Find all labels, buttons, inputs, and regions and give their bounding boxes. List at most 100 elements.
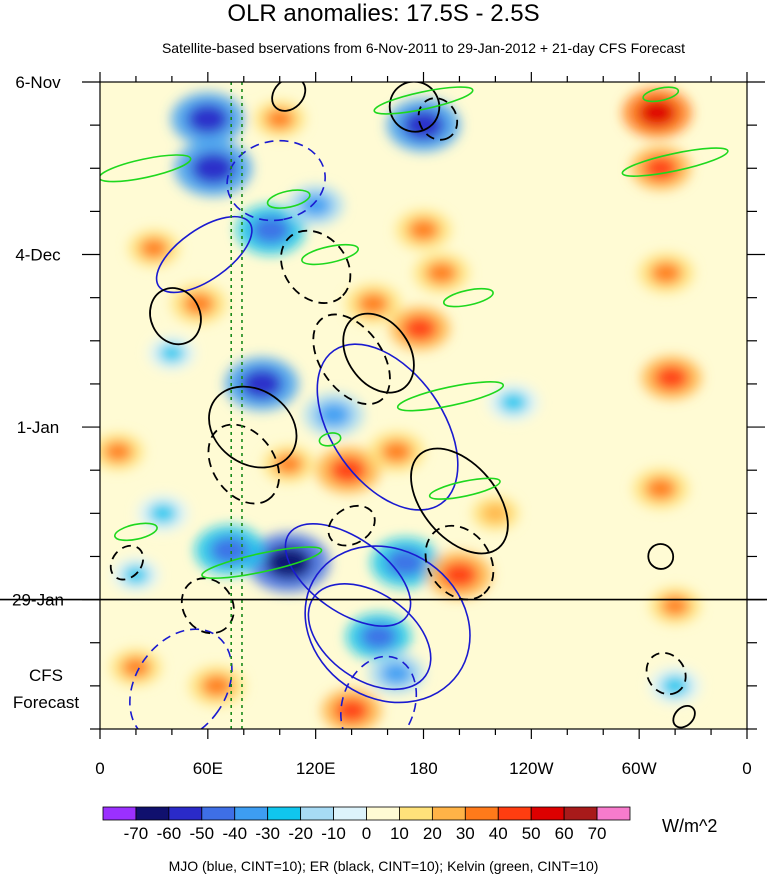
reference-lines [230,82,243,729]
colorbar-label: -50 [190,824,215,843]
colorbar-label: -60 [157,824,182,843]
anomaly-blob-core [650,261,682,285]
contour-legend: MJO (blue, CINT=10); ER (black, CINT=10)… [168,858,599,874]
anomaly-blob-core [637,99,677,127]
anomaly-blob-core [316,402,351,427]
colorbar-swatch [234,806,269,821]
colorbar: -70 -60 -50 -40 -30 -20 -10 0 10 20 30 40 50 60 70 [102,806,631,843]
kelvin-contour [266,189,311,209]
colorbar-swatch [563,806,598,821]
anomaly-blob-core [380,440,413,463]
er-contour [208,385,298,469]
anomaly-blob-core [499,392,528,413]
anomaly-blob-core [210,536,249,565]
anomaly-blob-core [441,562,478,588]
anomaly-blob-core [357,292,389,315]
anomaly-blob-core [274,453,304,475]
er-contour-negative [327,504,376,547]
er-contour-negative [280,229,352,304]
er-contour [672,704,696,729]
kelvin-contour [201,546,323,580]
colorbar-swatch [596,806,631,821]
colorbar-label: 50 [522,824,541,843]
anomaly-blob-core [407,218,440,242]
anomaly-blob-core [148,503,178,524]
anomaly-blob-core [265,108,295,130]
kelvin-contour [621,147,729,177]
anomaly-blob-core [380,662,413,685]
anomaly-blob-core [251,216,290,244]
kelvin-contour [113,522,158,542]
er-contour [647,543,675,570]
plot-area [0,81,767,730]
anomaly-blob-core [386,548,425,577]
colorbar-swatch [201,806,236,821]
colorbar-swatch [168,806,203,821]
mjo-contour [316,343,459,511]
er-contour-negative [645,652,687,696]
anomaly-blob-core [482,503,509,523]
y-tick-label: 6-Nov [15,73,61,92]
colorbar-swatch [267,806,302,821]
er-contour-negative [207,423,281,505]
anomaly-blob-core [660,595,690,617]
colorbar-label: -40 [222,824,247,843]
x-tick-label: 60W [622,759,657,778]
er-contour-negative [180,577,235,635]
colorbar-label: 60 [555,824,574,843]
anomaly-blob-core [660,675,690,697]
x-tick-label: 120W [509,759,553,778]
anomaly-blob-core [329,457,367,484]
anomaly-blob-core [334,698,369,723]
anomaly-blob-core [191,152,235,184]
x-tick-label: 180 [409,759,437,778]
colorbar-label: 10 [390,824,409,843]
colorbar-label: -10 [321,824,346,843]
er-contour [342,312,415,394]
anomaly-blob-core [300,194,332,217]
anomaly-blob-core [425,261,458,285]
anomaly-blob-core [645,477,677,500]
anomaly-field [100,88,702,729]
chart-title: OLR anomalies: 17.5S - 2.5S [227,0,540,27]
y-axis: 6-Nov 4-Dec 1-Jan 29-Jan [12,73,765,730]
forecast-label-line2: Forecast [13,693,79,712]
y-tick-label: 1-Jan [17,418,60,437]
er-contour-negative [312,313,391,406]
anomaly-blob-core [187,104,229,134]
colorbar-label: 40 [489,824,508,843]
kelvin-contour [100,154,192,183]
colorbar-swatch [464,806,499,821]
y-tick-label: 29-Jan [12,591,64,610]
anomaly-blob-core [403,316,437,341]
wave-contours [100,82,729,729]
kelvin-contour [301,243,360,266]
mjo-contour [284,522,412,627]
colorbar-label: 0 [362,824,371,843]
kelvin-contour [642,86,680,103]
anomaly-blob-core [654,365,689,390]
colorbar-label: 70 [588,824,607,843]
mjo-contour-negative [129,628,233,729]
er-contour-negative [417,97,459,141]
er-contour-negative [109,544,145,581]
colorbar-swatch [300,806,334,821]
y-tick-label: 4-Dec [15,246,61,265]
kelvin-contour [373,86,474,115]
x-tick-label: 0 [742,759,751,778]
x-axis: 0 60E 120E 180 120W 60W 0 [95,72,752,778]
er-contour [410,447,509,555]
anomaly-blob-core [360,623,397,650]
x-tick-label: 0 [95,759,104,778]
er-contour [149,287,202,346]
er-contour [271,82,307,112]
kelvin-contour [442,287,494,308]
colorbar-label: -30 [255,824,280,843]
colorbar-swatch [135,806,170,821]
colorbar-label: 20 [423,824,442,843]
colorbar-label: -70 [124,824,149,843]
er-contour [388,82,441,133]
forecast-label-line1: CFS [29,666,63,685]
colorbar-swatch [366,806,400,821]
colorbar-label: 30 [456,824,475,843]
